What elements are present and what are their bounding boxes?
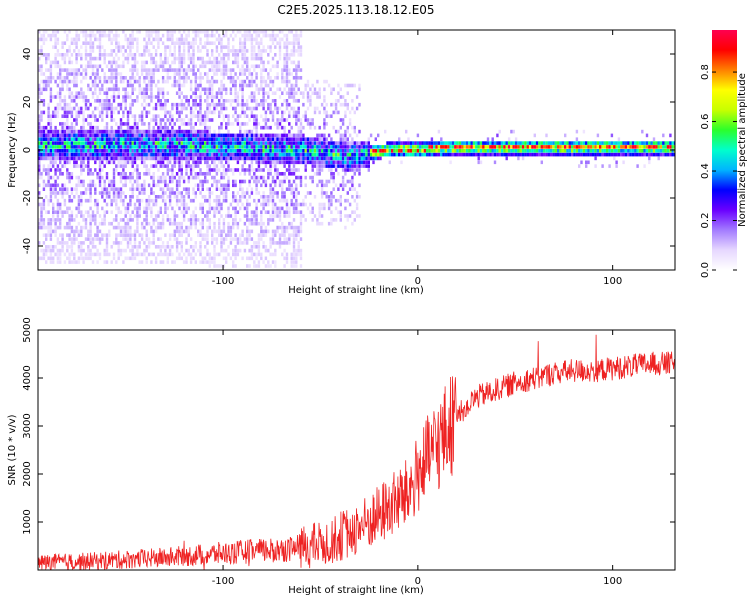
spectrogram-xtick-label: -100 [212,276,235,287]
snr-ytick-label: 2000 [22,461,33,486]
colorbar-tick-label: 0.6 [700,114,711,130]
spectrogram-ytick-label: 40 [22,48,33,61]
snr-xtick-label: 0 [415,576,421,587]
snr-ytick-label: 4000 [22,365,33,390]
spectrogram-xlabel: Height of straight line (km) [288,285,424,296]
colorbar-tick-label: 0.8 [700,64,711,80]
heatmap-cells [38,30,675,268]
colorbar-label: Normalized spectral amplitude [737,73,748,227]
colorbar-tick-label: 0.4 [700,163,711,179]
colorbar-tick-label: 0.0 [700,262,711,278]
spectrogram-ytick-label: 20 [22,96,33,109]
snr-ytick-label: 5000 [22,317,33,342]
snr-frame [37,329,676,571]
snr-ytick-label: 3000 [22,413,33,438]
spectrogram-ytick-label: -40 [22,238,33,254]
spectrogram-ytick-label: -20 [22,190,33,206]
snr-xlabel: Height of straight line (km) [288,585,424,596]
colorbar: 0.0 0.2 0.4 0.6 0.8 Normalized spectral ampl… [700,30,748,278]
colorbar-tick-label: 0.2 [700,213,711,229]
snr-panel: -100 0 100 1000 2000 3000 4000 5000 Height of … [7,317,676,596]
spectrogram-xtick-label: 0 [415,276,421,287]
snr-xtick-label: 100 [603,576,622,587]
snr-series-line [38,334,675,570]
chart-title: C2E5.2025.113.18.12.E05 [277,3,434,17]
spectrogram-ylabel: Frequency (Hz) [7,112,18,188]
spectrogram-ytick-label: 0 [22,147,33,153]
spectrogram-panel: -100 0 100 -40 -20 0 20 40 Height of straight … [7,29,676,296]
snr-xtick-label: -100 [212,576,235,587]
colorbar-scale [712,30,737,270]
spectrogram-xtick-label: 100 [603,276,622,287]
snr-ylabel: SNR (10 * v/v) [7,414,18,485]
snr-ytick-label: 1000 [22,509,33,534]
